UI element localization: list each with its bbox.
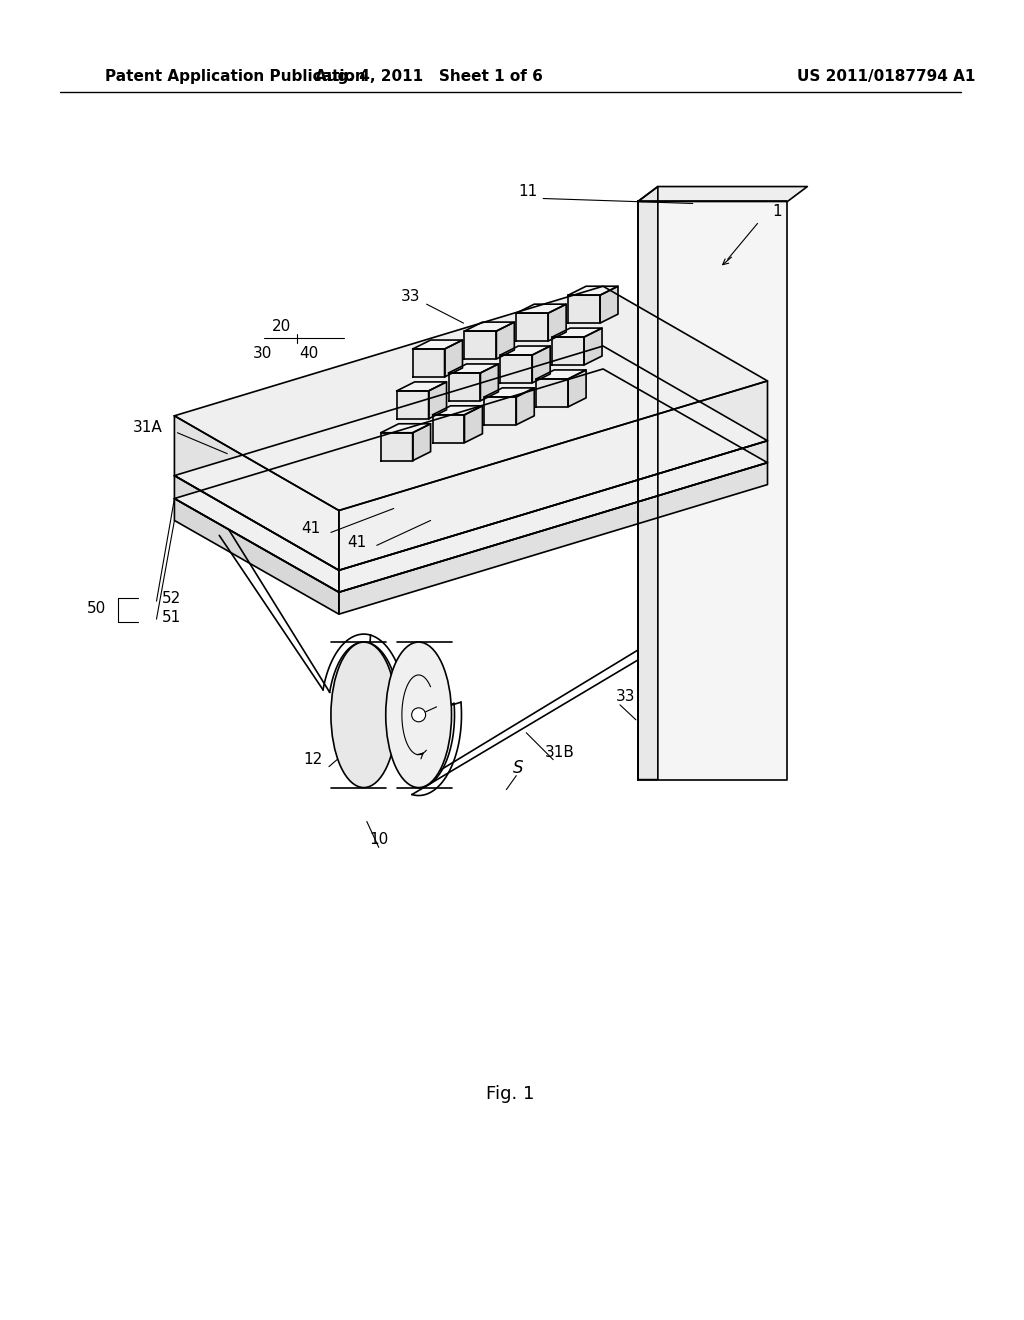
Polygon shape: [174, 286, 768, 511]
Ellipse shape: [331, 642, 396, 788]
Polygon shape: [516, 388, 535, 425]
Text: 31A: 31A: [133, 420, 163, 436]
Polygon shape: [465, 331, 497, 359]
Text: 50: 50: [86, 601, 105, 615]
Polygon shape: [501, 355, 532, 383]
Text: Patent Application Publication: Patent Application Publication: [104, 70, 366, 84]
Polygon shape: [174, 346, 768, 570]
Polygon shape: [396, 391, 429, 418]
Polygon shape: [449, 364, 499, 374]
Polygon shape: [568, 286, 617, 296]
Polygon shape: [381, 424, 431, 433]
Text: R: R: [388, 714, 399, 731]
Text: 33: 33: [401, 289, 421, 304]
Text: US 2011/0187794 A1: US 2011/0187794 A1: [798, 70, 976, 84]
Polygon shape: [537, 379, 568, 407]
Text: Aug. 4, 2011   Sheet 1 of 6: Aug. 4, 2011 Sheet 1 of 6: [314, 70, 543, 84]
Polygon shape: [497, 322, 514, 359]
Polygon shape: [568, 296, 600, 323]
Ellipse shape: [412, 708, 426, 722]
Polygon shape: [339, 462, 768, 614]
Polygon shape: [484, 388, 535, 397]
Polygon shape: [174, 499, 339, 614]
Text: 51: 51: [162, 610, 180, 624]
Polygon shape: [432, 405, 482, 414]
Polygon shape: [413, 341, 463, 348]
Polygon shape: [537, 370, 586, 379]
Text: 31B: 31B: [545, 746, 575, 760]
Polygon shape: [465, 322, 514, 331]
Polygon shape: [429, 381, 446, 418]
Polygon shape: [532, 346, 550, 383]
Polygon shape: [174, 416, 339, 570]
Polygon shape: [396, 381, 446, 391]
Polygon shape: [638, 186, 657, 780]
Polygon shape: [484, 397, 516, 425]
Polygon shape: [516, 304, 566, 313]
Text: Fig. 1: Fig. 1: [486, 1085, 535, 1102]
Polygon shape: [174, 370, 768, 593]
Polygon shape: [480, 364, 499, 401]
Polygon shape: [638, 186, 807, 202]
Polygon shape: [174, 475, 339, 593]
Text: 10: 10: [369, 832, 388, 847]
Text: 11: 11: [518, 183, 538, 199]
Polygon shape: [516, 313, 548, 341]
Text: 33: 33: [616, 689, 636, 705]
Polygon shape: [339, 381, 768, 570]
Text: 52: 52: [162, 591, 180, 606]
Text: 41: 41: [301, 521, 321, 536]
Text: 12: 12: [303, 752, 323, 767]
Text: 40: 40: [299, 346, 318, 360]
Polygon shape: [413, 424, 431, 461]
Polygon shape: [449, 374, 480, 401]
Polygon shape: [552, 329, 602, 337]
Polygon shape: [339, 441, 768, 593]
Text: S: S: [513, 759, 523, 776]
Polygon shape: [584, 329, 602, 364]
Polygon shape: [465, 405, 482, 442]
Ellipse shape: [386, 642, 452, 788]
Text: 1: 1: [772, 205, 782, 219]
Polygon shape: [381, 433, 413, 461]
Polygon shape: [568, 370, 586, 407]
Polygon shape: [432, 414, 465, 442]
Text: 30: 30: [253, 346, 271, 360]
Polygon shape: [552, 337, 584, 364]
Polygon shape: [413, 348, 444, 378]
Polygon shape: [501, 346, 550, 355]
Polygon shape: [600, 286, 617, 323]
Polygon shape: [548, 304, 566, 341]
Text: 20: 20: [271, 318, 291, 334]
Polygon shape: [444, 341, 463, 378]
Polygon shape: [638, 202, 787, 780]
Text: 41: 41: [347, 535, 367, 550]
